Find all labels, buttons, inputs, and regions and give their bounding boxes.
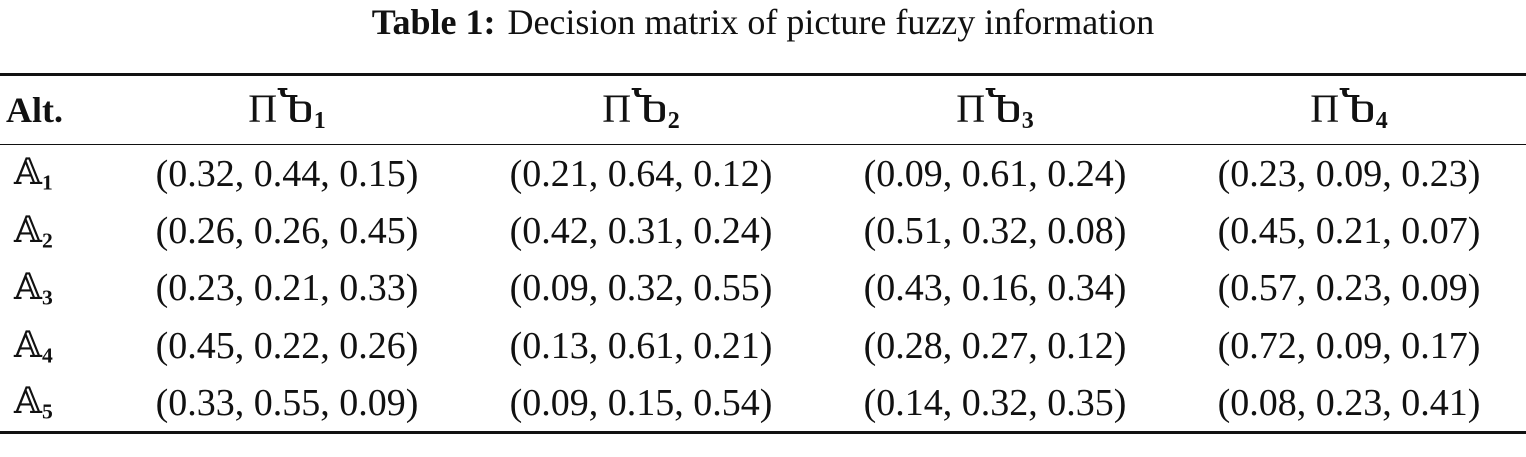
value-cell: (0.42, 0.31, 0.24): [509, 209, 773, 252]
column-header: ΠႦ2: [464, 75, 818, 145]
table-row: 𝔸2 (0.26, 0.26, 0.45) (0.42, 0.31, 0.24) (0…: [0, 202, 1526, 260]
value-cell: (0.08, 0.23, 0.41): [1217, 381, 1481, 424]
table-row: 𝔸5 (0.33, 0.55, 0.09) (0.09, 0.15, 0.54) (0…: [0, 375, 1526, 433]
alternative-symbol: 𝔸: [14, 324, 42, 365]
value-cell: (0.43, 0.16, 0.34): [863, 267, 1127, 310]
table-body: 𝔸1 (0.32, 0.44, 0.15) (0.21, 0.64, 0.12) (0…: [0, 145, 1526, 433]
alternative-cell: 𝔸2: [0, 202, 110, 260]
value-cell: (0.26, 0.26, 0.45): [155, 209, 419, 252]
alternative-cell: 𝔸1: [0, 145, 110, 203]
column-subscript: 4: [1375, 108, 1388, 134]
alternative-symbol: 𝔸: [14, 381, 42, 422]
value-cell: (0.23, 0.21, 0.33): [155, 267, 419, 310]
caption: Table 1: Decision matrix of picture fuzzy…: [0, 0, 1526, 62]
column-symbol: ΠႦ: [1310, 86, 1376, 131]
alternative-subscript: 1: [41, 170, 53, 195]
corner-header: Alt.: [6, 90, 63, 130]
value-cell: (0.45, 0.22, 0.26): [155, 324, 419, 367]
caption-text: Decision matrix of picture fuzzy informa…: [507, 2, 1155, 42]
table-row: 𝔸3 (0.23, 0.21, 0.33) (0.09, 0.32, 0.55) (0…: [0, 260, 1526, 318]
value-cell: (0.09, 0.61, 0.24): [863, 152, 1127, 195]
column-symbol: ΠႦ: [602, 86, 668, 131]
alternative-subscript: 2: [41, 227, 53, 252]
column-subscript: 1: [313, 108, 326, 134]
column-header: ΠႦ4: [1172, 75, 1526, 145]
alternative-symbol: 𝔸: [14, 267, 42, 308]
decision-table: Alt. ΠႦ1 ΠႦ2 ΠႦ3 ΠႦ4 𝔸1 (0.32, 0.44, 0.15) (0…: [0, 73, 1526, 434]
alternative-subscript: 5: [41, 399, 53, 424]
value-cell: (0.23, 0.09, 0.23): [1217, 152, 1481, 195]
alternative-subscript: 4: [41, 342, 53, 367]
column-header: ΠႦ1: [110, 75, 464, 145]
value-cell: (0.09, 0.32, 0.55): [509, 267, 773, 310]
table-row: 𝔸1 (0.32, 0.44, 0.15) (0.21, 0.64, 0.12) (0…: [0, 145, 1526, 203]
alternative-subscript: 3: [41, 285, 53, 310]
value-cell: (0.28, 0.27, 0.12): [863, 324, 1127, 367]
value-cell: (0.32, 0.44, 0.15): [155, 152, 419, 195]
alternative-cell: 𝔸3: [0, 260, 110, 318]
value-cell: (0.33, 0.55, 0.09): [155, 381, 419, 424]
caption-label: Table 1:: [371, 2, 496, 42]
column-symbol: ΠႦ: [248, 86, 314, 131]
value-cell: (0.14, 0.32, 0.35): [863, 381, 1127, 424]
value-cell: (0.45, 0.21, 0.07): [1217, 209, 1481, 252]
column-header: ΠႦ3: [818, 75, 1172, 145]
value-cell: (0.72, 0.09, 0.17): [1217, 324, 1481, 367]
value-cell: (0.51, 0.32, 0.08): [863, 209, 1127, 252]
value-cell: (0.09, 0.15, 0.54): [509, 381, 773, 424]
column-subscript: 3: [1021, 108, 1034, 134]
value-cell: (0.13, 0.61, 0.21): [509, 324, 773, 367]
header-row: Alt. ΠႦ1 ΠႦ2 ΠႦ3 ΠႦ4: [0, 74, 1526, 145]
alternative-symbol: 𝔸: [14, 152, 42, 193]
alternative-symbol: 𝔸: [14, 209, 42, 250]
column-subscript: 2: [667, 108, 680, 134]
alternative-cell: 𝔸4: [0, 317, 110, 375]
value-cell: (0.21, 0.64, 0.12): [509, 152, 773, 195]
alternative-cell: 𝔸5: [0, 375, 110, 433]
value-cell: (0.57, 0.23, 0.09): [1217, 267, 1481, 310]
table-row: 𝔸4 (0.45, 0.22, 0.26) (0.13, 0.61, 0.21) (0…: [0, 317, 1526, 375]
column-symbol: ΠႦ: [956, 86, 1022, 131]
